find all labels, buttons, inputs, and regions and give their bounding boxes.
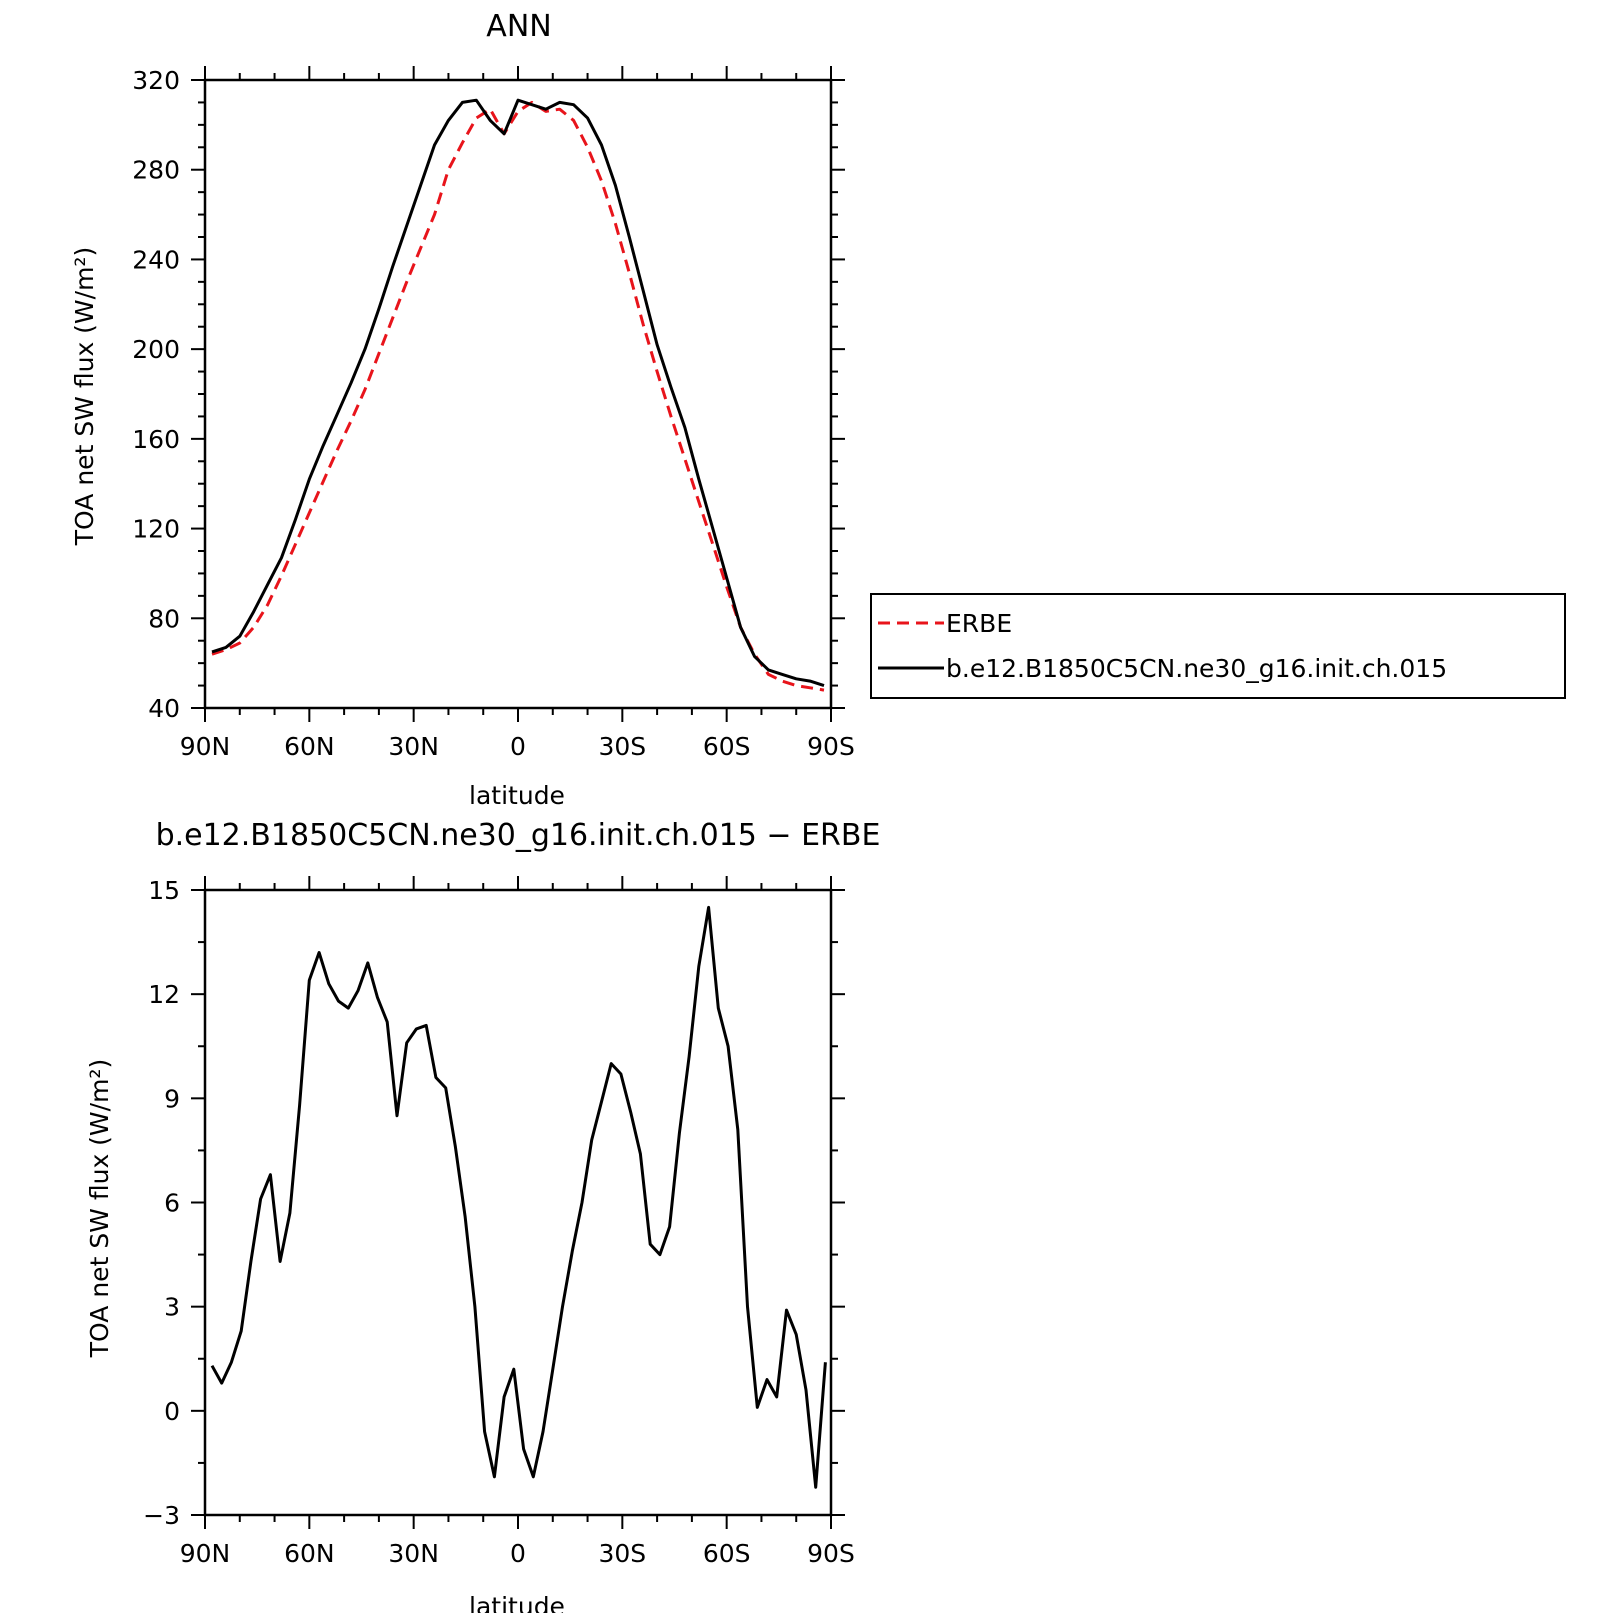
top-series-line-model [211, 98, 825, 688]
top-y-tick-label: 320 [132, 66, 180, 95]
bottom-panel-y-axis-title: TOA net SW flux (W/m²) [85, 1059, 114, 1358]
bottom-y-tick-label: 6 [164, 1189, 180, 1218]
top-y-tick-label: 120 [132, 515, 180, 544]
bottom-x-tick-label: 30N [388, 1539, 439, 1568]
bottom-panel-axes: 90N 60N 30N 0 30S 60S 90S −3 0 3 6 9 12 15 [143, 876, 855, 1568]
top-x-tick-label: 90N [180, 732, 231, 761]
bottom-y-tick-label: 0 [164, 1397, 180, 1426]
top-panel: ANN TOA net SW flux (W/m²) latitude 90N 6… [70, 9, 855, 810]
bottom-y-tick-label: −3 [143, 1501, 180, 1530]
bottom-x-tick-label: 60S [703, 1539, 751, 1568]
legend-label-erbe: ERBE [946, 609, 1012, 638]
top-panel-lines [211, 98, 825, 692]
top-panel-y-axis-title: TOA net SW flux (W/m²) [70, 247, 99, 546]
bottom-x-tick-label: 90S [807, 1539, 855, 1568]
top-x-tick-label: 0 [510, 732, 526, 761]
bottom-series-line-difference [210, 905, 827, 1489]
top-y-tick-label: 40 [148, 694, 180, 723]
bottom-x-tick-label: 60N [284, 1539, 335, 1568]
top-panel-axes: 90N 60N 30N 0 30S 60S 90S 40 80 120 160 200 240 280 32… [132, 66, 855, 761]
top-y-tick-label: 80 [148, 604, 180, 633]
bottom-x-tick-label: 30S [598, 1539, 646, 1568]
top-y-tick-label: 160 [132, 425, 180, 454]
top-x-tick-label: 30N [388, 732, 439, 761]
top-y-tick-label: 280 [132, 156, 180, 185]
top-x-tick-label: 90S [807, 732, 855, 761]
bottom-panel-title: b.e12.B1850C5CN.ne30_g16.init.ch.015 − E… [156, 818, 881, 853]
legend-label-model: b.e12.B1850C5CN.ne30_g16.init.ch.015 [946, 654, 1447, 683]
bottom-x-tick-label: 90N [180, 1539, 231, 1568]
top-y-tick-label: 200 [132, 335, 180, 364]
legend: ERBE b.e12.B1850C5CN.ne30_g16.init.ch.01… [870, 593, 1566, 699]
top-x-tick-label: 30S [598, 732, 646, 761]
bottom-panel-lines [210, 905, 827, 1489]
bottom-panel-frame [203, 888, 833, 1517]
bottom-y-tick-label: 9 [164, 1084, 180, 1113]
top-panel-x-axis-title: latitude [469, 781, 565, 810]
bottom-y-tick-label: 15 [148, 876, 180, 905]
top-x-tick-label: 60S [703, 732, 751, 761]
bottom-panel-x-axis-title: latitude [469, 1592, 565, 1613]
bottom-y-tick-label: 12 [148, 980, 180, 1009]
bottom-panel: b.e12.B1850C5CN.ne30_g16.init.ch.015 − E… [85, 818, 880, 1613]
top-panel-title: ANN [486, 9, 551, 44]
top-x-tick-label: 60N [284, 732, 335, 761]
bottom-x-tick-label: 0 [510, 1539, 526, 1568]
legend-box [870, 593, 1566, 699]
top-series-line-erbe [211, 100, 825, 692]
top-y-tick-label: 240 [132, 245, 180, 274]
bottom-y-tick-label: 3 [164, 1293, 180, 1322]
top-panel-frame [203, 78, 833, 710]
